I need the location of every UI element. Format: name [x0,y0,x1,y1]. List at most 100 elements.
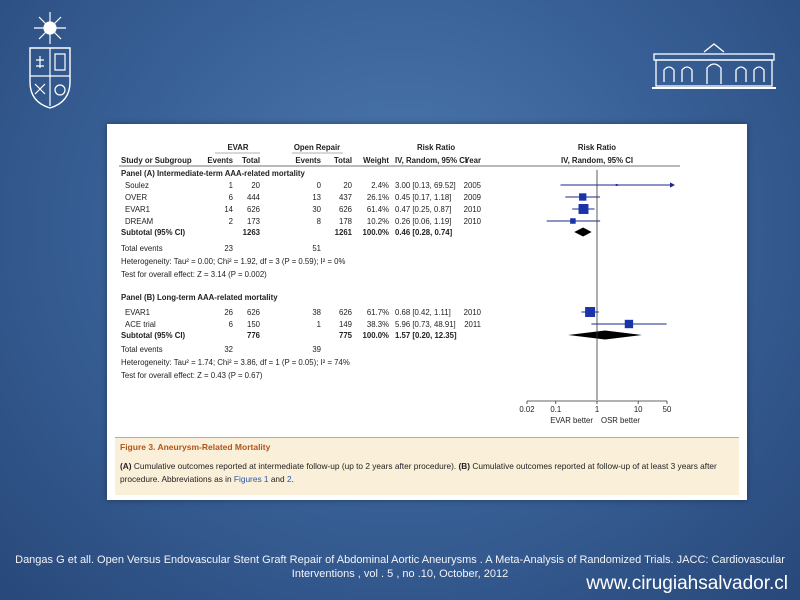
forest-plot: EVAR Open Repair Risk Ratio Risk Ratio S… [119,143,680,425]
evar-events: 14 [224,205,233,214]
study-risk-ratio: 0.47 [0.25, 0.87] [395,205,451,214]
subtotal-open-total: 775 [339,331,353,340]
caption-and: and [268,474,287,484]
caption-link-figure-2[interactable]: 2 [286,474,292,484]
subtotal-diamond [568,330,642,340]
col-plot: IV, Random, 95% CI [561,156,633,165]
evar-total: 150 [247,320,261,329]
evar-events: 6 [229,320,233,329]
open-total: 149 [339,320,352,329]
subtotal-weight: 100.0% [363,228,390,237]
evar-total: 626 [247,205,260,214]
subtotal-open-total: 1261 [335,228,353,237]
open-total: 178 [339,217,352,226]
evar-events: 6 [229,193,233,202]
open-events: 30 [312,205,321,214]
study-weight: 61.4% [367,205,389,214]
figure-caption: Figure 3. Aneurysm-Related Mortality (A)… [115,437,739,495]
col-open-events: Events [295,156,321,165]
study-name: Soulez [125,181,149,190]
header-open-repair: Open Repair [294,143,340,152]
caption-b-text: Cumulative outcomes reported at follow-u… [120,461,717,484]
open-events: 13 [312,193,321,202]
study-year: 2009 [464,193,481,202]
study-risk-ratio: 5.96 [0.73, 48.91] [395,320,456,329]
study-year: 2010 [464,205,482,214]
total-events-evar: 32 [224,345,233,354]
evar-total: 626 [247,308,260,317]
evar-total: 444 [247,193,261,202]
study-risk-ratio: 0.26 [0.06, 1.19] [395,217,451,226]
panel-0-title: Panel (A) Intermediate-term AAA-related … [121,169,306,178]
x-axis-tick-label: 0.1 [550,405,561,414]
x-axis-tick-label: 0.02 [519,405,534,414]
evar-events: 26 [224,308,233,317]
study-year: 2010 [464,217,482,226]
col-evar-events: Events [207,156,233,165]
subtotal-evar-total: 776 [247,331,261,340]
total-events-open: 39 [312,345,321,354]
study-risk-ratio: 3.00 [0.13, 69.52] [395,181,456,190]
study-weight: 61.7% [367,308,389,317]
evar-events: 2 [229,217,233,226]
study-year: 2011 [464,320,481,329]
study-marker [585,307,596,317]
study-name: ACE trial [125,320,156,329]
study-marker [570,218,576,224]
x-axis-tick-label: 10 [634,405,643,414]
open-total: 626 [339,308,352,317]
evar-events: 1 [229,181,233,190]
overall-effect-text: Test for overall effect: Z = 3.14 (P = 0… [121,270,267,279]
caption-end: . [291,474,294,484]
col-evar-total: Total [242,156,260,165]
citation-line-2: Interventions , vol . 5 , no .10, Octobe… [291,568,509,580]
caption-a-marker: (A) [120,461,132,471]
study-weight: 10.2% [367,217,389,226]
open-events: 0 [317,181,322,190]
subtotal-diamond [574,227,592,237]
study-risk-ratio: 0.68 [0.42, 1.11] [395,308,451,317]
study-name: EVAR1 [125,308,150,317]
study-name: EVAR1 [125,205,150,214]
university-crest-logo [29,12,71,109]
website-url[interactable]: www.cirugiahsalvador.cl [586,573,788,594]
caption-link-figures-1[interactable]: Figures 1 [233,474,269,484]
citation: Dangas G et all. Open Versus Endovascula… [0,553,800,581]
subtotal-label: Subtotal (95% CI) [121,228,186,237]
study-risk-ratio: 0.45 [0.17, 1.18] [395,193,451,202]
subtotal-risk-ratio: 1.57 [0.20, 12.35] [395,331,457,340]
heterogeneity-text: Heterogeneity: Tau² = 1.74; Chi² = 3.86,… [121,358,350,367]
total-events-label: Total events [121,244,163,253]
favours-left-label: EVAR better [550,416,593,425]
col-year: Year [465,156,481,165]
study-marker [615,184,618,186]
study-name: OVER [125,193,147,202]
total-events-label: Total events [121,345,163,354]
header-risk-ratio-right: Risk Ratio [578,143,616,152]
study-marker [624,319,634,329]
total-events-evar: 23 [224,244,233,253]
subtotal-evar-total: 1263 [243,228,261,237]
figure-caption-title: Figure 3. Aneurysm-Related Mortality [120,442,271,452]
figure-caption-text: (A) Cumulative outcomes reported at inte… [120,460,732,486]
subtotal-weight: 100.0% [363,331,390,340]
study-weight: 38.3% [367,320,389,329]
col-rr: IV, Random, 95% CI [395,156,467,165]
study-name: DREAM [125,217,153,226]
col-open-total: Total [334,156,352,165]
heterogeneity-text: Heterogeneity: Tau² = 0.00; Chi² = 1.92,… [121,257,346,266]
study-weight: 2.4% [371,181,389,190]
x-axis-tick-label: 50 [663,405,672,414]
evar-total: 20 [251,181,260,190]
subtotal-risk-ratio: 0.46 [0.28, 0.74] [395,228,453,237]
study-year: 2010 [464,308,482,317]
evar-total: 173 [247,217,260,226]
open-total: 437 [339,193,352,202]
open-total: 20 [343,181,352,190]
study-marker [579,193,587,201]
col-study: Study or Subgroup [121,156,192,165]
study-weight: 26.1% [367,193,389,202]
total-events-open: 51 [312,244,321,253]
study-year: 2005 [464,181,482,190]
overall-effect-text: Test for overall effect: Z = 0.43 (P = 0… [121,371,263,380]
